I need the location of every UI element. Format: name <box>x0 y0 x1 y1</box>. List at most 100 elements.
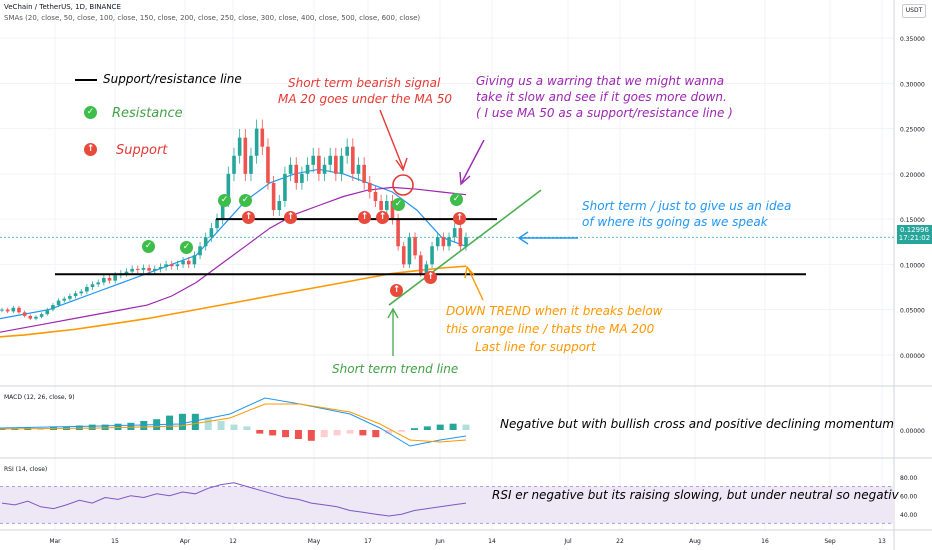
candle-body <box>181 260 185 265</box>
candle-body <box>124 271 129 274</box>
y-tick-label: 0.15000 <box>900 217 925 224</box>
resistance-marker: ✓ <box>180 241 193 254</box>
last-price: 0.12996 <box>900 226 929 234</box>
signal-line <box>0 403 467 443</box>
candle-body <box>136 268 140 270</box>
candle-body <box>141 267 146 270</box>
candle-body <box>317 155 321 174</box>
candle-body <box>62 298 67 301</box>
candle-body <box>447 237 451 247</box>
candle-body <box>424 264 429 274</box>
macd-histogram-bar <box>346 430 354 434</box>
trendline-arrowhead <box>387 307 399 319</box>
x-tick-label: 15 <box>111 538 119 545</box>
macd-histogram-bar <box>294 430 302 439</box>
candle-body <box>164 264 168 268</box>
axes: 0.35000 0.30000 0.25000 0.20000 0.15000 0.100… <box>49 36 925 545</box>
candle-body <box>373 191 378 201</box>
macd-histogram-bar <box>436 424 444 430</box>
macd-histogram-bar <box>178 413 186 430</box>
candle-body <box>79 291 84 294</box>
candle-body <box>322 164 327 174</box>
note-warning-line1: Giving us a warring that we might wanna <box>476 74 725 88</box>
bar-countdown: 17:21:02 <box>898 234 931 242</box>
candle-body <box>249 155 253 174</box>
candle-body <box>102 277 106 283</box>
currency-button[interactable]: USDT <box>902 4 926 18</box>
crossover-circle <box>392 174 414 196</box>
candle-body <box>288 164 293 174</box>
macd-histogram-bar <box>88 424 96 430</box>
bearish-arrowhead <box>395 157 408 172</box>
x-tick-label: Aug <box>689 538 701 545</box>
x-tick-label: 14 <box>488 538 496 545</box>
macd-histogram-bar <box>37 428 45 430</box>
resistance-marker: ✓ <box>239 194 252 207</box>
warning-arrowhead <box>459 171 471 186</box>
warning-arrow <box>461 139 485 183</box>
support-marker: ↑ <box>424 271 437 284</box>
x-tick-label: Sep <box>824 538 836 545</box>
candle-body <box>51 305 55 310</box>
y-tick-label: 0.00000 <box>900 353 925 360</box>
candle-body <box>192 255 197 265</box>
candle-body <box>113 275 117 281</box>
x-tick-label: May <box>308 538 321 545</box>
x-tick-label: Apr <box>180 538 191 545</box>
candle-body <box>311 155 316 165</box>
resistance-marker: ✓ <box>218 194 231 207</box>
macd-histogram-bar <box>166 415 174 430</box>
macd-histogram-bar <box>449 423 457 430</box>
note-short-term-line1: Short term / just to give us an idea <box>582 199 792 213</box>
support-marker: ↑ <box>284 211 297 224</box>
candle-body <box>243 137 248 174</box>
candle-body <box>198 246 202 256</box>
resistance-marker: ✓ <box>142 240 155 253</box>
candle-body <box>45 309 50 315</box>
note-warning-line2: take it slow and see if it goes more dow… <box>476 90 727 104</box>
candle-body <box>90 284 95 287</box>
candle-body <box>368 182 372 192</box>
candle-body <box>203 237 208 247</box>
candle-body <box>17 307 21 313</box>
candle-body <box>147 267 151 271</box>
macd-y-tick: 0.00000 <box>900 428 925 435</box>
macd-histogram-bar <box>127 422 135 430</box>
candle-body <box>356 164 361 174</box>
macd-histogram-bar <box>101 424 109 430</box>
note-downtrend-line3: Last line for support <box>475 340 596 354</box>
x-tick-label: 12 <box>229 538 237 545</box>
y-tick-label: 0.35000 <box>900 36 925 43</box>
last-price-tag: 0.12996 17:21:02 <box>897 225 932 244</box>
short-term-arrowhead <box>517 231 529 245</box>
candle-body <box>396 219 400 247</box>
legend-resistance-label: Resistance <box>112 106 183 121</box>
candle-body <box>34 316 38 319</box>
support-marker: ↑ <box>242 211 255 224</box>
candle-body <box>452 228 457 238</box>
sma-indicator-label[interactable]: SMAs (20, close, 50, close, 100, close, … <box>4 14 421 22</box>
candle-body <box>418 255 423 274</box>
candle-body <box>186 260 191 265</box>
candle-body <box>169 264 174 267</box>
candle-body <box>5 309 10 312</box>
macd-histogram-bar <box>359 430 367 436</box>
macd-histogram-bar <box>282 430 290 438</box>
downtrend-arrowhead <box>464 265 475 279</box>
candle-body <box>379 201 383 211</box>
resistance-marker: ✓ <box>450 193 463 206</box>
candle-body <box>73 293 78 297</box>
candle-body <box>130 268 134 272</box>
macd-note: Negative but with bullish cross and posi… <box>500 417 894 431</box>
y-tick-label: 0.30000 <box>900 81 925 88</box>
macd-histogram-bar <box>385 430 393 434</box>
macd-histogram-bar <box>204 417 212 430</box>
candle-body <box>158 267 163 269</box>
macd-histogram-bar <box>114 423 122 430</box>
macd-histogram-bar <box>333 430 341 436</box>
note-warning-line3: ( I use MA 50 as a support/resistance li… <box>476 106 733 120</box>
candle-body <box>266 146 270 183</box>
macd-histogram-bar <box>423 426 431 430</box>
candle-body <box>232 155 236 174</box>
macd-title: MACD (12, 26, close, 9) <box>4 394 75 401</box>
